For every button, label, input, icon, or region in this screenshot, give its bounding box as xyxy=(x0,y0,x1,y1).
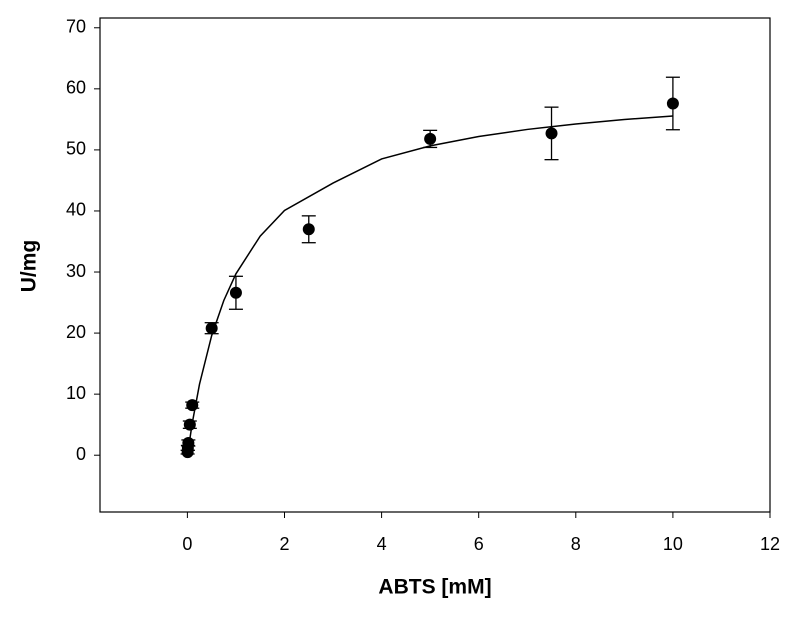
plot-frame xyxy=(99,17,771,513)
data-point xyxy=(205,322,218,335)
x-tick-label: 4 xyxy=(377,534,387,554)
x-tick-label: 10 xyxy=(663,534,683,554)
x-tick-label: 6 xyxy=(474,534,484,554)
y-tick-label: 70 xyxy=(66,17,86,37)
y-axis-label: U/mg xyxy=(18,240,41,293)
y-tick-label: 30 xyxy=(66,261,86,281)
y-tick-label: 50 xyxy=(66,139,86,159)
data-point xyxy=(545,127,558,140)
data-point xyxy=(229,286,242,299)
x-axis-label: ABTS [mM] xyxy=(378,576,491,599)
x-tick-label: 0 xyxy=(182,534,192,554)
y-tick-label: 0 xyxy=(76,444,86,464)
data-point xyxy=(186,399,199,412)
data-point xyxy=(424,132,437,145)
y-tick-label: 20 xyxy=(66,322,86,342)
data-point xyxy=(183,418,196,431)
y-tick-label: 10 xyxy=(66,383,86,403)
fit-curve xyxy=(186,115,673,456)
x-tick-label: 12 xyxy=(760,534,780,554)
x-tick-label: 2 xyxy=(279,534,289,554)
data-point xyxy=(182,436,195,449)
x-tick-label: 8 xyxy=(571,534,581,554)
data-point xyxy=(302,223,315,236)
y-tick-label: 40 xyxy=(66,200,86,220)
data-point xyxy=(666,97,679,110)
y-tick-label: 60 xyxy=(66,78,86,98)
